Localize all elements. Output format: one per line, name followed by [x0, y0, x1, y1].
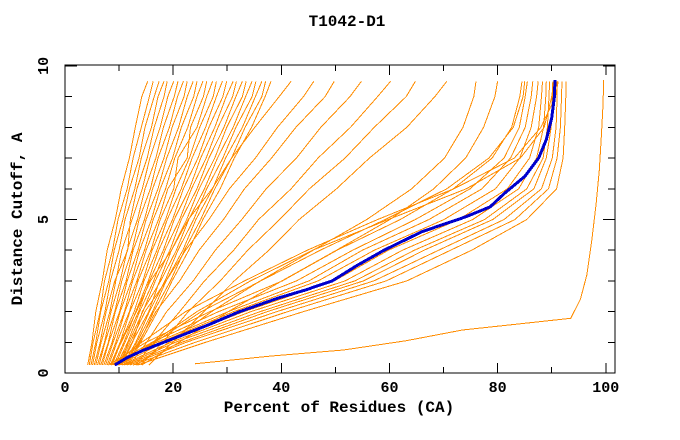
y-tick-label-0: 0 — [36, 368, 53, 377]
model-curve-model-L04 — [92, 81, 165, 366]
model-curve-model-L18 — [114, 81, 234, 366]
axes — [64, 64, 616, 374]
y-axis-label: Distance Cutoff, A — [9, 132, 27, 305]
model-curve-model-R03 — [113, 81, 534, 366]
model-curve-model-R10 — [132, 81, 563, 366]
model-curve-model-M06 — [140, 81, 416, 366]
model-curve-model-L14 — [108, 81, 214, 366]
x-tick-label-80: 80 — [489, 380, 507, 397]
model-curve-model-R13 — [117, 81, 526, 366]
highlighted-model — [114, 79, 557, 367]
model-curve-model-L16 — [111, 81, 223, 366]
y-tick-label-5: 5 — [36, 215, 53, 224]
model-curve-model-L07 — [96, 81, 179, 366]
x-tick-label-40: 40 — [272, 380, 290, 397]
model-curves — [87, 79, 605, 367]
model-curve-model-L08 — [98, 81, 184, 366]
x-tick-label-20: 20 — [164, 380, 182, 397]
model-curve-model-L09 — [100, 81, 188, 366]
model-curve-model-R06 — [121, 81, 547, 366]
model-curve-model-L02 — [88, 81, 154, 366]
model-curve-model-M07 — [148, 80, 448, 366]
model-curve-model-R08 — [126, 81, 554, 366]
x-tick-label-100: 100 — [592, 380, 619, 397]
model-curve-model-L23 — [122, 81, 257, 366]
model-curve-model-L26 — [127, 81, 272, 366]
model-curve-model-L10 — [101, 81, 194, 366]
model-curve-model-L01 — [87, 81, 149, 366]
model-curve-model-R11 — [137, 81, 567, 366]
model-curve-model-R02 — [110, 81, 528, 366]
model-curve-model-R07 — [124, 81, 551, 366]
model-curve-model-R04 — [115, 81, 539, 366]
model-curve-model-R01 — [108, 81, 523, 366]
chart-title: T1042-D1 — [309, 13, 386, 31]
model-curve-model-L25 — [126, 81, 267, 366]
model-curve-model-R14 — [112, 81, 559, 366]
tick-labels: 0 20 40 60 80 100 0 5 10 — [36, 57, 619, 397]
model-curve-model-M02 — [118, 81, 315, 366]
model-curve-model-L03 — [90, 81, 160, 366]
model-curve-model-L06 — [95, 81, 175, 366]
model-curve-model-L11 — [103, 81, 198, 366]
model-curve-model-L12 — [105, 81, 204, 366]
model-curve-model-L05 — [93, 81, 168, 366]
model-curve-model-L20 — [118, 81, 243, 366]
model-curve-model-outlier — [194, 79, 605, 365]
x-tick-label-0: 0 — [60, 380, 69, 397]
model-curve-model-M01 — [110, 80, 292, 366]
model-curve-model-L24 — [124, 81, 263, 366]
model-curve-model-L21 — [119, 81, 247, 366]
model-curve-model-R09 — [129, 81, 558, 366]
model-curve-model-M04 — [129, 81, 362, 366]
x-axis-label: Percent of Residues (CA) — [224, 399, 454, 417]
model-curve-model-R12 — [119, 81, 555, 366]
model-curve-model-L13 — [106, 81, 208, 366]
model-curve-model-M03 — [124, 81, 335, 366]
model-curve-model-L19 — [116, 81, 237, 366]
y-tick-label-10: 10 — [36, 57, 53, 75]
model-curve-model-L15 — [109, 81, 217, 366]
x-tick-label-60: 60 — [380, 380, 398, 397]
